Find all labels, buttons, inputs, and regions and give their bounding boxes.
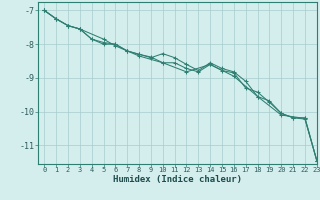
X-axis label: Humidex (Indice chaleur): Humidex (Indice chaleur) [113,175,242,184]
